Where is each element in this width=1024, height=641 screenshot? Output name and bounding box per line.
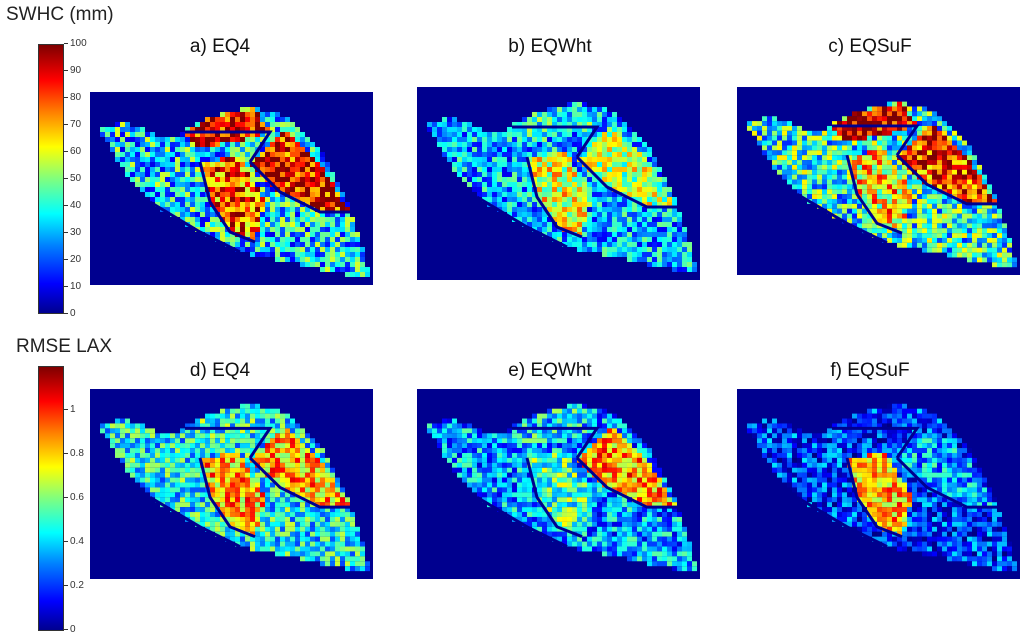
field-raster (100, 403, 370, 572)
field-boundary (512, 125, 600, 158)
field-boundary (845, 457, 903, 539)
swhc-tick-label: 0 (64, 308, 76, 319)
swhc-tick-label: 70 (63, 119, 82, 130)
field-boundary (895, 154, 997, 206)
swhc-tick-label: 40 (63, 200, 82, 211)
field-boundary (796, 192, 888, 245)
rmse-tick-label: 0.2 (64, 580, 84, 591)
panel-e-map (417, 389, 700, 579)
field-boundary (512, 426, 600, 459)
field-boundary (198, 161, 256, 244)
rmse-tick-label: 0 (64, 624, 76, 635)
swhc-tick-label: 90 (63, 65, 82, 76)
swhc-tick-label: 80 (63, 92, 82, 103)
field-boundary (895, 456, 997, 509)
panel-a-title: a) EQ4 (189, 36, 251, 57)
panel-b-title: b) EQWht (508, 36, 592, 57)
rmse-tick-label: 1 (64, 404, 76, 415)
swhc-tick-label: 30 (63, 227, 82, 238)
field-raster (427, 403, 697, 572)
rmse-tick-label: 0.4 (64, 536, 84, 547)
swhc-colorbar (38, 44, 64, 314)
rmse-tick-label: 0.8 (64, 448, 84, 459)
panel-a-map (90, 92, 373, 285)
panel-e-title: e) EQWht (508, 360, 592, 381)
panel-c-map (737, 87, 1020, 275)
panel-f-map (737, 389, 1020, 579)
field-boundary (248, 160, 350, 214)
swhc-tick-label: 60 (63, 146, 82, 157)
field-boundary (845, 154, 903, 235)
swhc-tick-label: 20 (63, 254, 82, 265)
field-boundary (476, 195, 568, 249)
swhc-tick-label: 100 (64, 38, 87, 49)
field-boundary (185, 426, 273, 459)
swhc-tick-label: 50 (63, 173, 82, 184)
panel-b-map (417, 87, 700, 280)
field-boundary (575, 456, 677, 509)
field-boundary (832, 124, 920, 156)
panel-c-title: c) EQSuF (828, 36, 912, 57)
swhc-colorbar-title: SWHC (mm) (6, 4, 114, 25)
field-boundary (796, 496, 888, 548)
field-boundary (149, 496, 241, 548)
field-boundary (185, 130, 273, 163)
swhc-colorbar-ticks: 100 90 80 70 60 50 40 30 20 10 0 (63, 38, 100, 319)
field-boundary (525, 156, 583, 239)
rmse-colorbar-ticks: 1 0.8 0.6 0.4 0.2 0 (64, 361, 100, 636)
field-raster (100, 107, 370, 277)
swhc-tick-label: 10 (63, 281, 82, 292)
rmse-colorbar (38, 366, 64, 631)
field-boundary (476, 496, 568, 548)
field-boundary (575, 155, 677, 209)
field-boundary (149, 200, 241, 254)
panel-d-map (90, 389, 373, 579)
panel-d-title: d) EQ4 (189, 360, 251, 381)
field-boundary (525, 457, 583, 539)
field-boundary (248, 456, 350, 509)
rmse-tick-label: 0.6 (64, 492, 84, 503)
rmse-colorbar-title: RMSE LAX (16, 336, 113, 357)
field-boundary (832, 426, 920, 459)
field-raster (427, 102, 697, 272)
panel-f-title: f) EQSuF (830, 360, 910, 381)
field-boundary (198, 457, 256, 539)
